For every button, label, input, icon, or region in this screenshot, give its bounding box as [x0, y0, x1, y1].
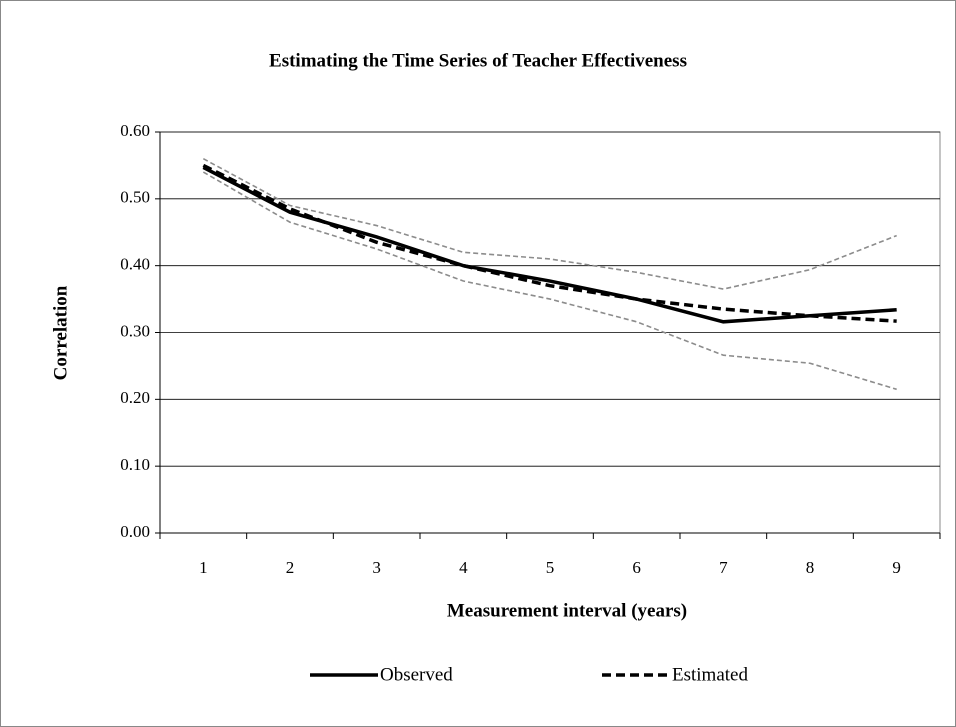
x-tick-label: 3 — [372, 558, 381, 577]
series-line — [202, 171, 897, 391]
y-tick-label: 0.00 — [120, 522, 150, 541]
series-line — [202, 158, 897, 290]
legend-label: Observed — [380, 664, 453, 685]
y-tick-label: 0.30 — [120, 321, 150, 340]
y-tick-label: 0.40 — [120, 255, 150, 274]
y-axis-label: Correlation — [50, 285, 71, 380]
y-tick-label: 0.20 — [120, 388, 150, 407]
chart-title: Estimating the Time Series of Teacher Ef… — [269, 50, 687, 71]
x-tick-label: 4 — [459, 558, 468, 577]
x-tick-label: 5 — [546, 558, 555, 577]
y-tick-label: 0.50 — [120, 188, 150, 207]
x-tick-label: 8 — [806, 558, 815, 577]
series-line — [202, 163, 897, 323]
x-tick-label: 2 — [286, 558, 295, 577]
y-tick-label: 0.10 — [120, 455, 150, 474]
x-axis-label: Measurement interval (years) — [447, 600, 687, 621]
x-tick-label: 6 — [632, 558, 641, 577]
x-tick-label: 7 — [719, 558, 728, 577]
legend-label: Estimated — [672, 664, 748, 685]
x-tick-label: 9 — [892, 558, 901, 577]
x-tick-label: 1 — [199, 558, 208, 577]
y-tick-label: 0.60 — [120, 121, 150, 140]
